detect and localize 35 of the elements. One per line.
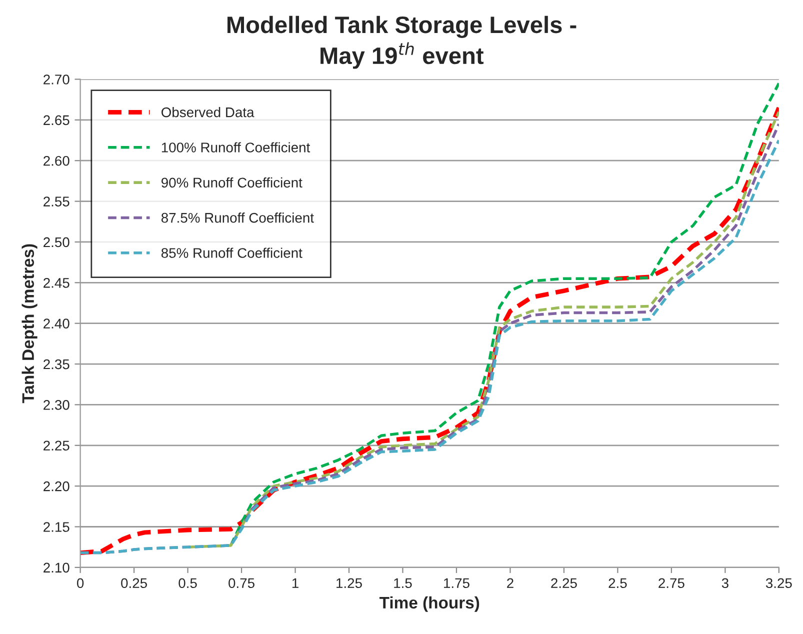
y-tick-label: 2.10 <box>44 562 70 573</box>
x-tick-label: 3 <box>722 578 728 588</box>
legend-label: Observed Data <box>162 107 254 118</box>
y-tick-label: 2.70 <box>44 74 70 84</box>
x-tick-label: 1.5 <box>394 578 412 588</box>
x-tick-label: 2.5 <box>608 578 627 588</box>
x-tick-label: 1.75 <box>444 578 470 588</box>
legend-label: 87.5% Runoff Coefficient <box>161 212 314 223</box>
y-tick-label: 2.15 <box>44 522 70 532</box>
x-tick-label: 1.25 <box>336 578 362 588</box>
y-tick-label: 2.55 <box>44 196 70 206</box>
y-tick-label: 2.60 <box>44 156 70 166</box>
x-tick-label: 2 <box>507 578 514 588</box>
x-tick-label: 2.25 <box>551 578 577 588</box>
legend-label: 90% Runoff Coefficient <box>162 177 302 188</box>
y-tick-label: 2.20 <box>44 481 70 492</box>
y-tick-label: 2.25 <box>44 440 70 451</box>
x-tick-label: 3.25 <box>766 578 792 588</box>
legend-label: 85% Runoff Coefficient <box>161 248 302 258</box>
x-tick-label: 1 <box>292 578 298 588</box>
x-axis-title: Time (hours) <box>379 596 480 612</box>
x-tick-label: 0.75 <box>228 578 254 588</box>
y-tick-label: 2.30 <box>44 400 70 410</box>
x-tick-label: 0.5 <box>178 578 197 588</box>
x-tick-label: 2.75 <box>658 578 684 588</box>
y-tick-label: 2.65 <box>44 115 70 126</box>
y-tick-label: 2.40 <box>44 318 70 329</box>
x-tick-label: 0 <box>76 578 84 588</box>
y-tick-label: 2.50 <box>44 237 70 248</box>
x-tick-label: 0.25 <box>121 578 147 588</box>
y-axis-title: Tank Depth (metres) <box>22 244 38 404</box>
y-tick-label: 2.35 <box>44 359 70 370</box>
chart-title: Modelled Tank Storage Levels - May 19$^{th}$ event <box>227 16 576 69</box>
legend-label: 100% Runoff Coefficient <box>162 142 310 152</box>
y-tick-label: 2.45 <box>44 278 70 288</box>
